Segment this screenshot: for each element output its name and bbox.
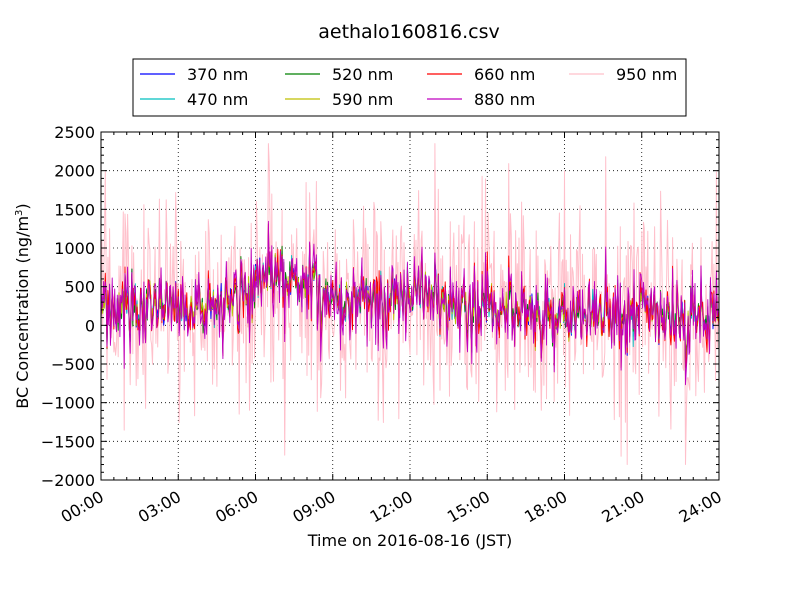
series-lines xyxy=(100,143,720,465)
axis-ticks xyxy=(100,131,720,481)
plot-area xyxy=(100,131,720,481)
legend: 370 nm 470 nm 520 nm 590 nm 660 nm 880 nm 950 … xyxy=(132,58,687,117)
legend-label-1: 470 nm xyxy=(187,90,248,109)
y-tick-label-0: −2000 xyxy=(41,471,95,490)
legend-label-0: 370 nm xyxy=(187,65,248,84)
y-tick-label-7: 1500 xyxy=(54,200,95,219)
x-tick-label-5: 15:00 xyxy=(444,487,493,527)
y-axis-label-superscript: 3 xyxy=(14,210,25,216)
series-line-5 xyxy=(100,220,720,386)
x-axis-label: Time on 2016-08-16 (JST) xyxy=(307,531,512,550)
x-tick-label-8: 24:00 xyxy=(676,487,725,527)
y-axis-label-main: BC Concentration (ng/m xyxy=(13,216,32,409)
y-tick-label-4: 0 xyxy=(85,316,95,335)
y-tick-label-9: 2500 xyxy=(54,123,95,142)
legend-label-5: 880 nm xyxy=(474,90,535,109)
x-axis-tick-labels: 00:00 03:00 06:00 09:00 12:00 15:00 18:00 21:00… xyxy=(58,487,725,527)
x-tick-label-0: 00:00 xyxy=(58,487,107,527)
legend-box xyxy=(132,58,687,117)
x-tick-label-3: 09:00 xyxy=(289,487,338,527)
x-tick-label-2: 06:00 xyxy=(212,487,261,527)
y-axis-tick-labels: −2000 −1500 −1000 −500 0 500 1000 1500 2000 2500 xyxy=(41,123,95,490)
y-tick-label-3: −500 xyxy=(51,355,95,374)
chart-title: aethalo160816.csv xyxy=(318,21,500,43)
y-tick-label-2: −1000 xyxy=(41,394,95,413)
y-tick-label-1: −1500 xyxy=(41,432,95,451)
y-axis-label: BC Concentration (ng/m3) xyxy=(13,203,32,408)
x-tick-label-4: 12:00 xyxy=(367,487,416,527)
x-tick-label-1: 03:00 xyxy=(135,487,184,527)
y-tick-label-6: 1000 xyxy=(54,239,95,258)
y-axis-label-tail: ) xyxy=(13,203,32,209)
legend-label-4: 660 nm xyxy=(474,65,535,84)
legend-label-6: 950 nm xyxy=(616,65,677,84)
x-tick-label-6: 18:00 xyxy=(521,487,570,527)
y-tick-label-8: 2000 xyxy=(54,162,95,181)
legend-label-3: 590 nm xyxy=(332,90,393,109)
x-tick-label-7: 21:00 xyxy=(598,487,647,527)
legend-label-2: 520 nm xyxy=(332,65,393,84)
y-tick-label-5: 500 xyxy=(64,278,95,297)
